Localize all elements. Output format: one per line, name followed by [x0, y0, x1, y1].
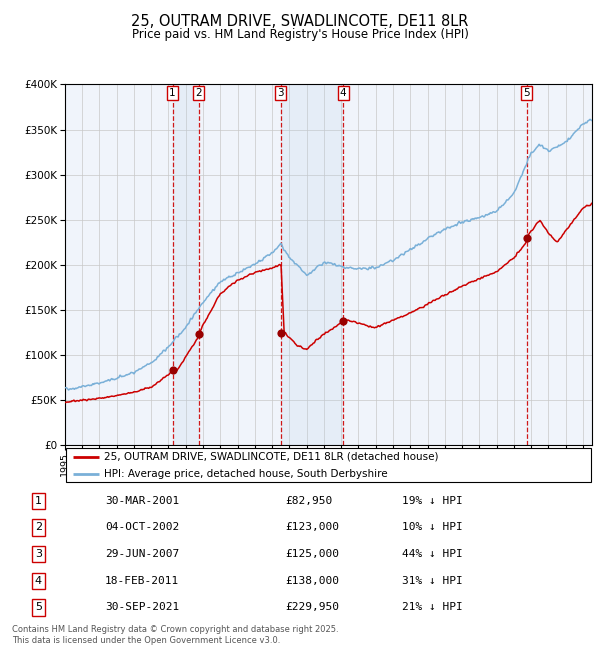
- Text: £138,000: £138,000: [286, 576, 340, 586]
- Bar: [173, 84, 199, 445]
- Text: Price paid vs. HM Land Registry's House Price Index (HPI): Price paid vs. HM Land Registry's House …: [131, 28, 469, 41]
- Text: 44% ↓ HPI: 44% ↓ HPI: [402, 549, 463, 559]
- Text: 29-JUN-2007: 29-JUN-2007: [105, 549, 179, 559]
- Text: £125,000: £125,000: [286, 549, 340, 559]
- Text: 5: 5: [35, 603, 41, 612]
- Point: [338, 316, 348, 326]
- Text: £82,950: £82,950: [286, 496, 333, 506]
- Text: 2: 2: [35, 523, 42, 532]
- Text: £229,950: £229,950: [286, 603, 340, 612]
- Text: 1: 1: [169, 88, 176, 98]
- Text: 30-MAR-2001: 30-MAR-2001: [105, 496, 179, 506]
- Text: 31% ↓ HPI: 31% ↓ HPI: [402, 576, 463, 586]
- Text: Contains HM Land Registry data © Crown copyright and database right 2025.
This d: Contains HM Land Registry data © Crown c…: [12, 625, 338, 645]
- Text: 4: 4: [35, 576, 42, 586]
- Point: [522, 233, 532, 243]
- Text: 19% ↓ HPI: 19% ↓ HPI: [402, 496, 463, 506]
- Text: 5: 5: [523, 88, 530, 98]
- Point: [276, 328, 286, 338]
- Text: 3: 3: [277, 88, 284, 98]
- Point: [194, 329, 203, 339]
- Text: 18-FEB-2011: 18-FEB-2011: [105, 576, 179, 586]
- Text: 25, OUTRAM DRIVE, SWADLINCOTE, DE11 8LR (detached house): 25, OUTRAM DRIVE, SWADLINCOTE, DE11 8LR …: [104, 452, 439, 461]
- Text: £123,000: £123,000: [286, 523, 340, 532]
- Text: 2: 2: [196, 88, 202, 98]
- FancyBboxPatch shape: [66, 448, 590, 482]
- Text: 10% ↓ HPI: 10% ↓ HPI: [402, 523, 463, 532]
- Text: 25, OUTRAM DRIVE, SWADLINCOTE, DE11 8LR: 25, OUTRAM DRIVE, SWADLINCOTE, DE11 8LR: [131, 14, 469, 29]
- Text: 4: 4: [340, 88, 347, 98]
- Point: [168, 365, 178, 376]
- Text: 1: 1: [35, 496, 41, 506]
- Text: 30-SEP-2021: 30-SEP-2021: [105, 603, 179, 612]
- Bar: [281, 84, 343, 445]
- Text: 21% ↓ HPI: 21% ↓ HPI: [402, 603, 463, 612]
- Text: HPI: Average price, detached house, South Derbyshire: HPI: Average price, detached house, Sout…: [104, 469, 388, 479]
- Text: 3: 3: [35, 549, 41, 559]
- Text: 04-OCT-2002: 04-OCT-2002: [105, 523, 179, 532]
